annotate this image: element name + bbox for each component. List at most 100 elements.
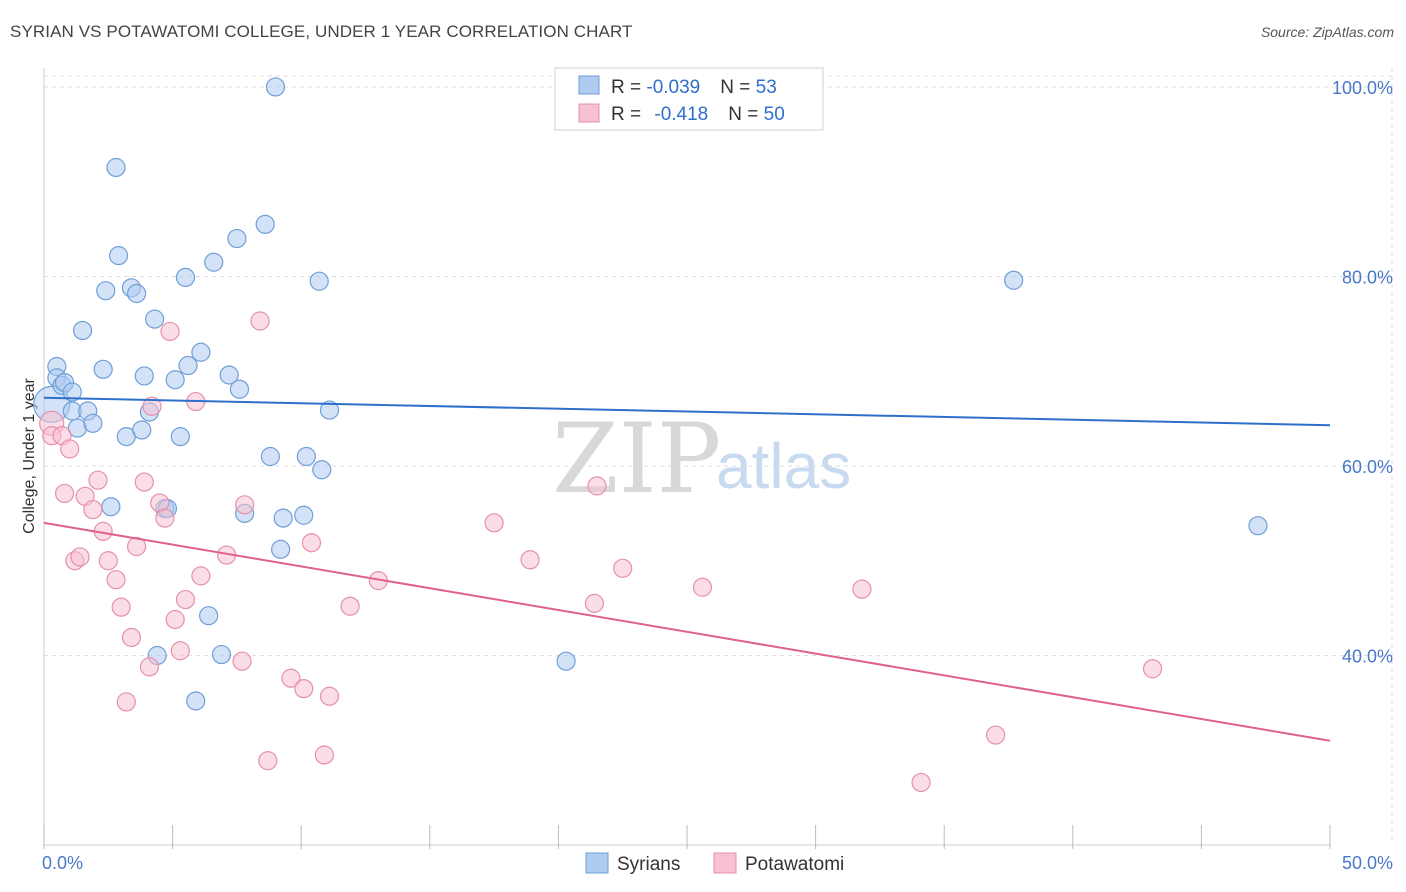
watermark-zip: ZIP <box>552 403 721 515</box>
syrians-point <box>273 508 293 528</box>
potawatomi-point <box>106 570 126 590</box>
stats-r-value: -0.039 <box>646 77 700 98</box>
syrians-point <box>191 342 211 362</box>
legend-label-syrians[interactable]: Syrians <box>617 854 680 875</box>
potawatomi-point <box>116 692 136 712</box>
legend: Syrians Potawatomi <box>585 852 844 875</box>
potawatomi-point <box>911 772 931 793</box>
syrians-point <box>296 446 316 467</box>
syrians-point <box>126 283 147 304</box>
potawatomi-point <box>852 579 872 599</box>
syrians-point <box>175 267 196 288</box>
watermark: ZIP atlas <box>552 403 851 515</box>
potawatomi-point <box>139 657 160 677</box>
y-tick-label: 80.0% <box>1342 267 1393 287</box>
legend-swatch-syrians[interactable] <box>585 852 609 874</box>
potawatomi-point <box>986 725 1006 745</box>
potawatomi-point <box>134 472 154 492</box>
potawatomi-point <box>584 593 605 613</box>
syrians-point <box>72 320 93 341</box>
potawatomi-point <box>160 321 180 342</box>
syrians-point <box>309 271 329 291</box>
source-note: Source: ZipAtlas.com <box>1260 24 1394 40</box>
potawatomi-point <box>250 311 270 331</box>
potawatomi-point <box>692 577 713 597</box>
syrians-point <box>312 460 332 480</box>
syrians-point <box>556 651 576 671</box>
potawatomi-point <box>235 495 255 515</box>
potawatomi-point <box>60 439 80 459</box>
syrians-point <box>204 252 224 272</box>
potawatomi-point <box>155 508 175 528</box>
syrians-point <box>265 77 286 97</box>
trend-line-potawatomi <box>43 521 1331 742</box>
syrians-point <box>106 157 126 178</box>
legend-label-potawatomi[interactable]: Potawatomi <box>745 854 844 875</box>
stats-r-label: R = <box>611 104 646 125</box>
syrians-point <box>1004 270 1024 290</box>
potawatomi-point <box>232 651 252 671</box>
potawatomi-point <box>587 476 607 496</box>
potawatomi-point <box>258 751 278 771</box>
potawatomi-point <box>83 499 103 520</box>
potawatomi-point <box>88 470 108 490</box>
trend-line-syrians <box>43 396 1331 427</box>
y-tick-label: 40.0% <box>1342 646 1393 666</box>
syrians-point <box>101 497 121 517</box>
syrians-point <box>255 214 275 234</box>
stats-n-label: N = <box>720 77 755 98</box>
syrians-point <box>260 446 280 467</box>
watermark-atlas: atlas <box>716 430 851 502</box>
axes <box>43 68 1331 849</box>
potawatomi-point <box>98 551 118 571</box>
potawatomi-point <box>54 483 75 504</box>
stats-swatch-potawatomi <box>578 103 600 123</box>
syrians-point <box>294 505 314 525</box>
potawatomi-point <box>613 558 633 578</box>
potawatomi-point <box>165 609 185 630</box>
syrians-point <box>170 427 190 447</box>
legend-swatch-potawatomi[interactable] <box>713 852 737 874</box>
y-tick-label: 100.0% <box>1332 78 1393 98</box>
stats-r-value: -0.418 <box>654 104 708 125</box>
series-potawatomi <box>39 311 1163 793</box>
syrians-point <box>108 246 129 266</box>
stats-box-frame <box>554 67 824 131</box>
syrians-point <box>186 691 206 711</box>
potawatomi-point <box>121 627 142 648</box>
syrians-point <box>83 413 103 433</box>
potawatomi-point <box>70 547 90 567</box>
potawatomi-point <box>294 679 314 699</box>
stats-n-value: 53 <box>756 77 777 98</box>
x-tick-label: 0.0% <box>42 853 83 873</box>
potawatomi-point <box>175 589 196 610</box>
potawatomi-point <box>281 668 301 688</box>
tick-labels: 40.0% 60.0% 80.0% 100.0% 0.0% 50.0% <box>42 78 1393 873</box>
syrians-point <box>229 379 250 399</box>
stats-box: R = -0.039 N = 53 R = -0.418 N = 50 <box>554 67 824 131</box>
stats-row-potawatomi: R = -0.418 N = 50 <box>611 104 785 125</box>
syrians-point <box>165 370 185 390</box>
stats-swatch-syrians <box>578 75 600 95</box>
syrians-point <box>93 359 113 379</box>
syrians-point <box>132 420 152 440</box>
syrians-point <box>199 606 219 626</box>
potawatomi-point <box>340 596 360 616</box>
stats-n-label: N = <box>728 104 763 125</box>
stats-r-label: R = <box>611 77 646 98</box>
syrians-point <box>1248 516 1268 536</box>
potawatomi-point <box>314 745 334 765</box>
syrians-point <box>62 382 82 402</box>
syrians-point <box>319 400 340 420</box>
series-syrians <box>33 72 1268 711</box>
syrians-point <box>227 228 247 249</box>
syrians-point <box>211 644 232 665</box>
chart-title: SYRIAN VS POTAWATOMI COLLEGE, UNDER 1 YE… <box>10 22 633 41</box>
y-axis-label: College, Under 1 year <box>21 378 38 534</box>
potawatomi-point <box>1142 659 1163 679</box>
syrians-point <box>134 366 154 386</box>
x-tick-label: 50.0% <box>1342 853 1393 873</box>
potawatomi-point <box>170 641 190 661</box>
syrians-point <box>96 281 116 301</box>
